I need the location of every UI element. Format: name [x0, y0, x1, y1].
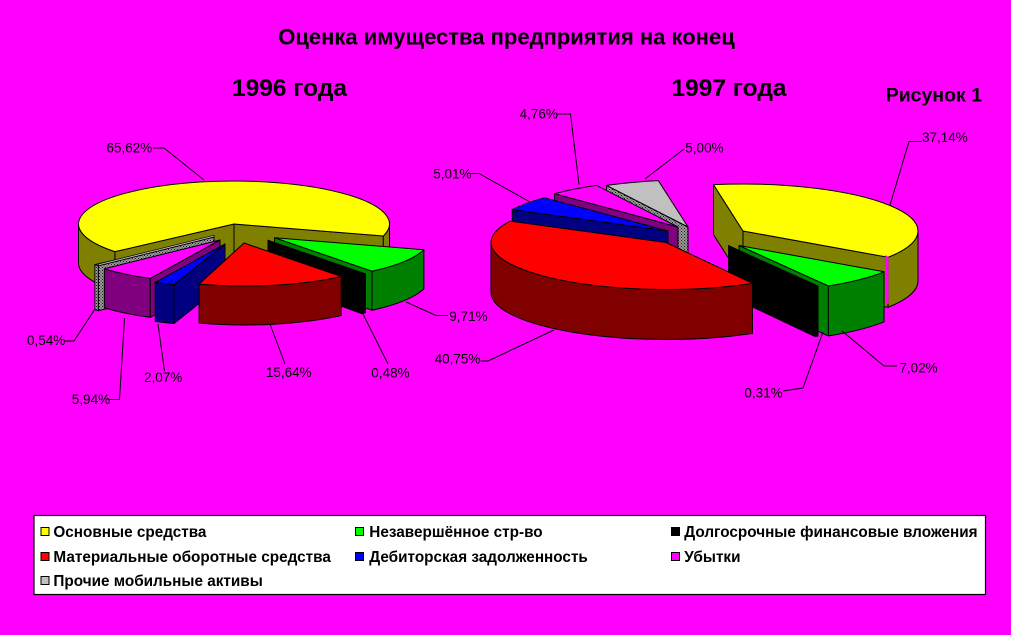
svg-text:4,76%: 4,76% — [520, 107, 558, 122]
svg-text:2,07%: 2,07% — [144, 370, 182, 385]
svg-text:Рисунок 1: Рисунок 1 — [886, 85, 983, 107]
svg-text:Долгосрочные финансовые вложен: Долгосрочные финансовые вложения — [684, 524, 977, 541]
svg-text:Оценка имущества предприятия н: Оценка имущества предприятия на конец — [278, 25, 735, 50]
svg-text:9,71%: 9,71% — [449, 309, 487, 324]
svg-text:5,01%: 5,01% — [433, 167, 471, 182]
svg-text:Материальные оборотные средств: Материальные оборотные средства — [53, 549, 331, 566]
svg-text:0,54%: 0,54% — [27, 333, 65, 348]
svg-text:37,14%: 37,14% — [922, 130, 968, 145]
svg-text:Основные средства: Основные средства — [53, 524, 207, 541]
svg-text:Убытки: Убытки — [684, 549, 740, 566]
svg-text:0,31%: 0,31% — [744, 386, 782, 401]
svg-text:7,02%: 7,02% — [899, 361, 937, 376]
svg-text:40,75%: 40,75% — [435, 352, 481, 367]
svg-text:15,64%: 15,64% — [266, 365, 312, 380]
svg-text:1997 года: 1997 года — [671, 75, 786, 102]
svg-text:5,00%: 5,00% — [685, 141, 723, 156]
svg-text:Дебиторская задолженность: Дебиторская задолженность — [369, 549, 588, 566]
svg-text:Незавершённое стр-во: Незавершённое стр-во — [369, 524, 542, 541]
svg-text:1996 года: 1996 года — [232, 75, 347, 102]
svg-text:65,62%: 65,62% — [107, 141, 153, 156]
svg-text:0,48%: 0,48% — [371, 366, 409, 381]
svg-text:5,94%: 5,94% — [72, 392, 110, 407]
svg-text:Прочие мобильные активы: Прочие мобильные активы — [53, 573, 262, 590]
